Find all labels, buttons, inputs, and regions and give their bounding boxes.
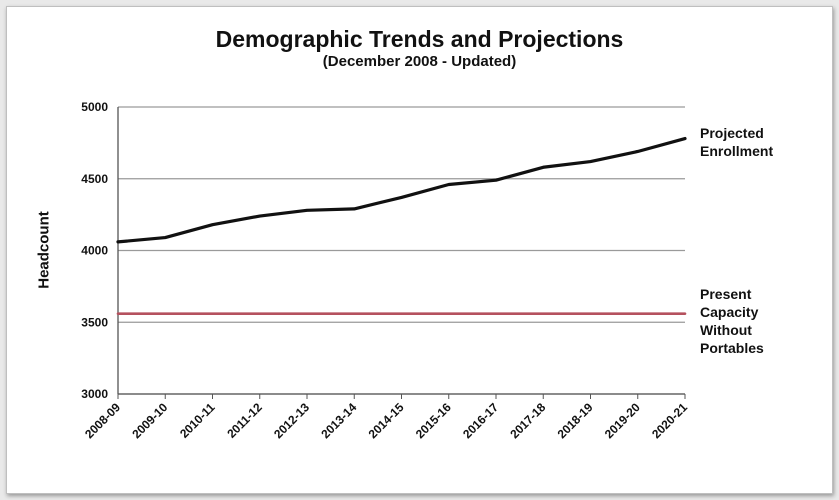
series-1-point (495, 312, 497, 315)
series-1-point (400, 312, 403, 315)
series-0-point (684, 137, 686, 140)
series-1-point (306, 312, 308, 315)
series-0-point (495, 179, 497, 181)
series-0-point (306, 209, 308, 212)
series-0-point (447, 183, 450, 186)
x-tick-label: 2020-21 (649, 400, 690, 441)
x-tick-label: 2012-13 (271, 400, 312, 441)
series-1-point (684, 312, 686, 315)
chart-title: Demographic Trends and Projections (215, 26, 624, 52)
enrollment-series-label: Projected Enrollment (700, 124, 773, 160)
y-tick-label: 4000 (81, 244, 108, 258)
series-1-point (353, 312, 356, 315)
capacity-label-line-1: Present (700, 286, 752, 302)
enrollment-label-line-2: Enrollment (700, 143, 774, 159)
series-1-point (258, 312, 261, 315)
x-tick-label: 2016-17 (460, 400, 501, 441)
capacity-series-label: Present Capacity Without Portables (700, 285, 764, 357)
x-tick-label: 2017-18 (507, 400, 548, 441)
enrollment-label-line-1: Projected (700, 125, 764, 141)
x-tick-label: 2013-14 (318, 400, 359, 441)
x-tick-label: 2014-15 (366, 400, 407, 441)
x-tick-label: 2008-09 (82, 400, 123, 441)
capacity-label-line-4: Portables (700, 340, 764, 356)
y-tick-label: 4500 (81, 172, 108, 186)
series-0-point (211, 223, 214, 226)
capacity-label-line-2: Capacity (700, 304, 759, 320)
series-1-point (117, 312, 119, 315)
series-1-point (211, 312, 214, 315)
series-line-0 (116, 136, 687, 244)
y-tick-label: 3000 (81, 387, 108, 401)
y-tick-label: 5000 (81, 100, 108, 114)
series-1-point (542, 312, 545, 315)
series-0-point (589, 160, 592, 163)
series-0-point (400, 196, 403, 199)
chart-subtitle: (December 2008 - Updated) (322, 53, 517, 70)
series-0-point (258, 215, 261, 217)
x-tick-label: 2011-12 (224, 400, 265, 441)
x-tick-label: 2019-20 (602, 400, 643, 441)
series-0-point (636, 150, 639, 153)
series-0-point (353, 208, 356, 210)
series-1-point (636, 312, 639, 315)
x-tick-label: 2009-10 (129, 400, 170, 441)
x-tick-label: 2018-19 (555, 400, 596, 441)
series-0-point (117, 241, 119, 243)
x-tick-label: 2010-11 (177, 400, 218, 441)
capacity-label-line-3: Without (700, 322, 752, 338)
series-1-point (589, 312, 592, 315)
x-tick-label: 2015-16 (413, 400, 454, 441)
series-1-point (164, 312, 167, 315)
series-0-point (164, 236, 167, 239)
y-tick-label: 3500 (81, 315, 108, 329)
series-1-point (447, 312, 450, 315)
series-0-point (542, 166, 545, 169)
